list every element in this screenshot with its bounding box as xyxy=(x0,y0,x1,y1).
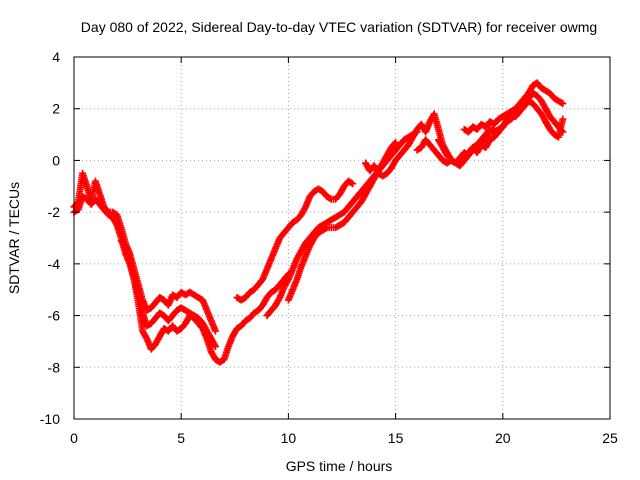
x-tick-label: 5 xyxy=(177,430,185,446)
y-tick-label: 4 xyxy=(52,49,60,65)
y-tick-label: -8 xyxy=(48,359,61,375)
y-tick-label: -10 xyxy=(40,411,60,427)
y-axis-label: SDTVAR / TECUs xyxy=(6,182,22,294)
x-axis-label: GPS time / hours xyxy=(286,458,393,474)
data-point-fill xyxy=(391,140,399,148)
y-tick-label: 0 xyxy=(52,152,60,168)
data-point-fill xyxy=(347,179,355,187)
data-point xyxy=(212,343,220,351)
data-point xyxy=(212,327,220,335)
chart-title: Day 080 of 2022, Sidereal Day-to-day VTE… xyxy=(81,19,597,35)
x-tick-label: 25 xyxy=(602,430,618,446)
x-tick-label: 10 xyxy=(281,430,297,446)
y-tick-labels: 4 2 0 -2 -4 -6 -8 -10 xyxy=(40,49,60,427)
data-point xyxy=(559,100,567,108)
axis-ticks xyxy=(73,56,611,420)
data-point-fill xyxy=(322,225,330,233)
data-point xyxy=(392,138,400,146)
x-tick-labels: 0 5 10 15 20 25 xyxy=(70,430,618,446)
grid-lines xyxy=(74,57,610,419)
x-tick-label: 0 xyxy=(70,430,78,446)
y-tick-label: -2 xyxy=(48,204,61,220)
y-tick-label: -4 xyxy=(48,256,61,272)
x-tick-label: 15 xyxy=(388,430,404,446)
data-markers xyxy=(70,79,567,366)
y-tick-label: 2 xyxy=(52,101,60,117)
data-point xyxy=(559,115,567,123)
data-point-fill xyxy=(326,194,334,202)
x-tick-label: 20 xyxy=(495,430,511,446)
data-point-fill xyxy=(557,99,565,107)
data-point xyxy=(349,180,357,188)
plot-frame xyxy=(73,56,611,420)
y-tick-label: -6 xyxy=(48,308,61,324)
